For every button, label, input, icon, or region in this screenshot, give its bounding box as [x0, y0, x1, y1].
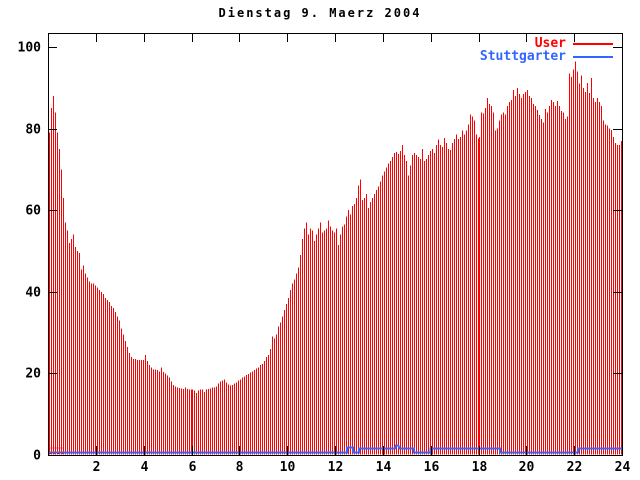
- legend-label-user: User: [534, 36, 566, 51]
- x-tick-label: 20: [519, 460, 535, 475]
- x-tick-label: 2: [93, 460, 101, 475]
- x-tick-label: 10: [280, 460, 296, 475]
- x-tick-label: 16: [424, 460, 440, 475]
- x-tick-label: 4: [141, 460, 149, 475]
- x-tick-label: 6: [189, 460, 197, 475]
- legend-line-sample-user: [573, 42, 613, 45]
- y-tick-label: 100: [18, 41, 42, 56]
- y-tick-label: 40: [25, 286, 41, 301]
- y-tick-label: 60: [25, 204, 41, 219]
- x-tick-label: 12: [328, 460, 344, 475]
- x-tick-label: 8: [236, 460, 244, 475]
- x-tick-label: 14: [376, 460, 392, 475]
- stuttgarter-line: [48, 444, 622, 454]
- legend-label-stuttgarter: Stuttgarter: [479, 49, 566, 64]
- x-tick-label: 22: [567, 460, 583, 475]
- y-tick-label: 80: [25, 123, 41, 138]
- legend-line-sample-stuttgarter: [573, 55, 613, 58]
- legend-item-stuttgarter: Stuttgarter: [470, 50, 613, 63]
- legend-item-user: User: [470, 37, 613, 50]
- plot-border: [48, 33, 623, 456]
- y-tick-label: 0: [33, 449, 41, 464]
- y-tick-label: 20: [25, 367, 41, 382]
- chart-title: Dienstag 9. Maerz 2004: [218, 6, 422, 20]
- x-tick-label: 18: [472, 460, 488, 475]
- x-tick-label: 24: [615, 460, 631, 475]
